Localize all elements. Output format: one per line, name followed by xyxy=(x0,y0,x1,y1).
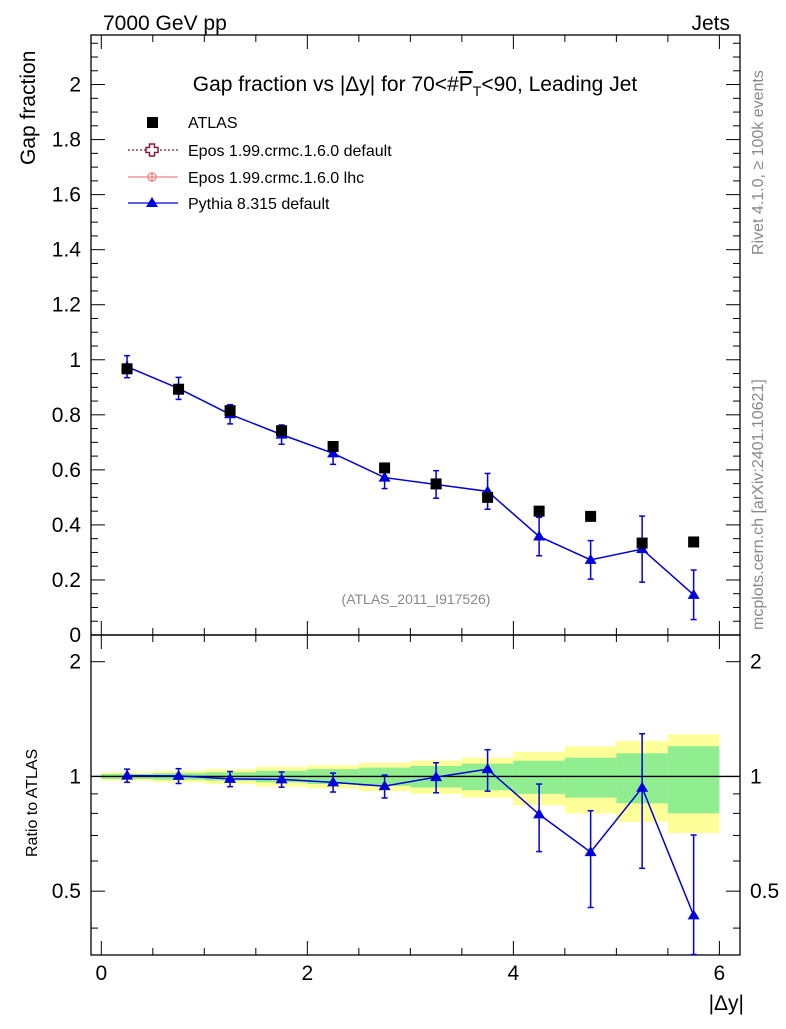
ratio-y-tick-label: 2 xyxy=(69,651,81,674)
legend-label-epos-lhc: Epos 1.99.crmc.1.6.0 lhc xyxy=(188,170,364,187)
analysis-tag: (ATLAS_2011_I917526) xyxy=(342,591,491,607)
y-tick-label: 0.2 xyxy=(52,569,81,592)
ratio-pythia-marker xyxy=(584,846,597,857)
ratio-y-axis-label: Ratio to ATLAS xyxy=(24,749,41,857)
ratio-bands xyxy=(101,734,720,834)
atlas-data-point xyxy=(121,363,133,375)
x-tick-label: 4 xyxy=(508,962,520,985)
atlas-data-point xyxy=(327,440,339,452)
atlas-data-point xyxy=(379,462,391,474)
y-tick-label: 1.4 xyxy=(52,239,82,262)
atlas-data-point xyxy=(688,536,700,548)
ratio-y-tick-label-right: 0.5 xyxy=(750,880,779,903)
atlas-data-point xyxy=(533,505,545,517)
pythia-marker xyxy=(533,530,546,541)
ratio-pythia-marker xyxy=(430,771,443,782)
mcplots-label: mcplots.cern.ch [arXiv:2401.10621] xyxy=(750,379,767,630)
legend-marker-atlas xyxy=(147,117,158,128)
ratio-pythia-marker xyxy=(275,773,288,784)
legend-label-atlas: ATLAS xyxy=(188,115,238,132)
ratio-mc-series xyxy=(121,733,700,956)
legend-marker-pythia xyxy=(128,197,178,207)
atlas-data-point xyxy=(430,478,442,490)
y-axis-label: Gap fraction xyxy=(17,51,40,165)
ratio-pythia-marker xyxy=(636,781,649,792)
pythia-marker xyxy=(687,588,700,599)
ratio-pythia-marker xyxy=(172,769,185,780)
ratio-pythia-marker xyxy=(121,769,134,780)
pythia-line xyxy=(126,365,695,596)
y-tick-label: 1.6 xyxy=(52,184,81,207)
atlas-data-point xyxy=(636,537,648,549)
atlas-data-point xyxy=(173,383,185,395)
legend-label-pythia: Pythia 8.315 default xyxy=(188,196,330,213)
ratio-band-green xyxy=(564,757,617,798)
legend-marker-epos-default xyxy=(128,143,178,157)
pythia-marker xyxy=(327,447,340,458)
y-tick-label: 1.2 xyxy=(52,294,81,317)
ratio-y-tick-label-right: 2 xyxy=(750,651,762,674)
x-tick-label: 6 xyxy=(714,962,726,985)
ratio-pythia-marker xyxy=(224,772,237,783)
legend-marker-epos-lhc xyxy=(128,172,178,182)
pythia-marker xyxy=(378,471,391,482)
ratio-plot-frame xyxy=(90,634,741,956)
atlas-data-point xyxy=(585,510,597,522)
x-tick-label: 0 xyxy=(95,962,107,985)
y-tick-label: 0.6 xyxy=(52,459,81,482)
y-tick-label: 0.4 xyxy=(52,514,82,537)
chart-title: Gap fraction vs |Δy| for 70<#PT<90, Lead… xyxy=(193,73,638,99)
ratio-y-tick-label: 1 xyxy=(69,765,81,788)
rivet-label: Rivet 4.1.0, ≥ 100k events xyxy=(750,70,767,255)
legend-label-epos-default: Epos 1.99.crmc.1.6.0 default xyxy=(188,143,392,160)
y-tick-label: 0.8 xyxy=(52,404,81,427)
category-label: Jets xyxy=(691,12,730,35)
y-tick-label: 0 xyxy=(69,624,81,647)
plot-frames xyxy=(90,34,741,956)
atlas-data-point xyxy=(276,425,288,437)
y-tick-label: 1 xyxy=(69,349,81,372)
ratio-y-tick-label-right: 1 xyxy=(750,765,762,788)
pythia-marker xyxy=(584,553,597,564)
axis-tick-labels: 0 2 4 6 0 0.2 0.4 0.6 0.8 1 1.2 1.4 1.6 1.8 2 0.5 0.5 1 1 2… xyxy=(52,74,779,985)
ratio-pythia-line xyxy=(127,768,695,916)
main-data-series xyxy=(121,363,700,549)
axis-ticks xyxy=(91,35,740,955)
x-axis-label: |Δy| xyxy=(709,992,744,1015)
main-mc-series xyxy=(121,354,700,621)
ratio-pythia-marker xyxy=(533,808,546,819)
ratio-pythia-marker xyxy=(327,776,340,787)
ratio-pythia-marker xyxy=(378,780,391,791)
atlas-data-point xyxy=(482,491,494,503)
y-tick-label: 1.8 xyxy=(52,129,81,152)
atlas-data-point xyxy=(224,405,236,417)
ratio-pythia-marker xyxy=(687,909,700,920)
ratio-y-tick-label: 0.5 xyxy=(52,880,81,903)
x-tick-label: 2 xyxy=(301,962,313,985)
ratio-band-green xyxy=(667,746,720,814)
ratio-pythia-marker xyxy=(481,763,494,774)
y-tick-label: 2 xyxy=(69,74,81,97)
legend: ATLAS Epos 1.99.crmc.1.6.0 default Epos … xyxy=(128,115,392,213)
energy-label: 7000 GeV pp xyxy=(103,12,227,35)
